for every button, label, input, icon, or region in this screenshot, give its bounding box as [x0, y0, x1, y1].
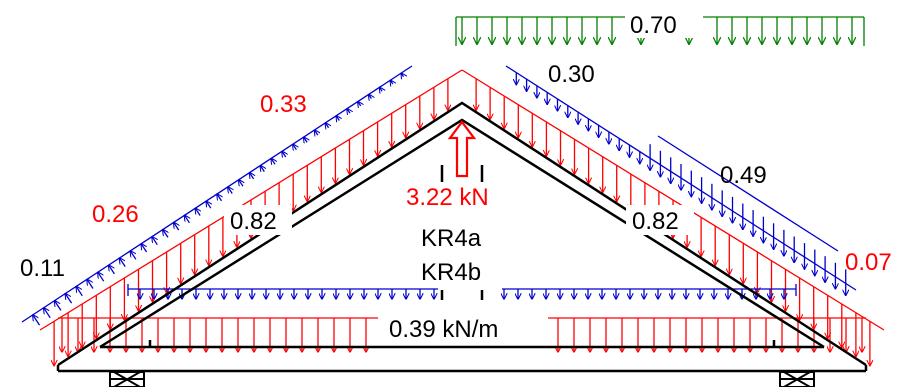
- wind-arrow-left: [282, 151, 286, 157]
- snow-load-label: 0.70: [630, 12, 677, 39]
- line-load-label: 0.39 kN/m: [389, 316, 498, 343]
- truss-frame: [56, 101, 868, 373]
- point-load-label: 3.22 kN: [406, 184, 489, 211]
- wind-arrow-left: [260, 166, 264, 172]
- wind-arrow-left: [130, 251, 137, 260]
- wind-arrow-left: [390, 80, 393, 84]
- wind-arrow-left: [358, 102, 361, 106]
- wind-baseline-right-outer: [657, 135, 839, 252]
- wind-arrow-left: [44, 308, 51, 319]
- wind-arrow-left: [228, 187, 232, 194]
- wind-arrow-left: [250, 173, 254, 179]
- wind-arrow-left: [293, 144, 297, 150]
- wind-arrow-left: [195, 208, 200, 216]
- truss-label-b: KR4b: [421, 259, 481, 286]
- wind-arrow-left: [347, 109, 350, 114]
- snow-load-arrows: [455, 16, 865, 46]
- support-left: [109, 371, 145, 387]
- truss-label-a: KR4a: [421, 225, 482, 252]
- wind-arrow-left: [87, 279, 94, 289]
- wind-arrow-left: [336, 116, 339, 121]
- dead-load-arrows: [39, 69, 885, 366]
- wind-arrow-left: [185, 215, 190, 224]
- wind-arrow-left: [76, 286, 83, 297]
- wind-arrow-left: [65, 294, 73, 304]
- member-label-left: 0.82: [230, 208, 277, 235]
- wind-arrow-left: [120, 258, 126, 267]
- wind-arrow-left: [271, 158, 275, 164]
- wind-arrow-left: [98, 272, 105, 282]
- wind-label-left-low: 0.11: [20, 255, 65, 282]
- wind-arrow-left: [163, 230, 168, 238]
- member-label-right: 0.82: [632, 208, 679, 235]
- wind-arrow-left: [380, 87, 383, 91]
- wind-arrow-left: [401, 73, 403, 77]
- wind-label-right-low: 0.07: [845, 249, 892, 276]
- wind-load-arrows: [21, 65, 857, 326]
- wind-arrow-left: [141, 244, 148, 253]
- inner-rafter: [99, 118, 825, 349]
- wind-arrow-left: [217, 194, 222, 202]
- top-chord: [57, 101, 867, 367]
- wind-arrow-left: [206, 201, 211, 209]
- wind-arrow-left: [239, 180, 243, 187]
- point-load-arrow: [447, 120, 477, 178]
- wind-arrow-left: [152, 237, 157, 246]
- support-right: [779, 371, 815, 387]
- wind-label-left-upper: 0.33: [260, 91, 307, 118]
- wind-arrow-left: [33, 315, 41, 326]
- label-backgrounds: [224, 10, 703, 344]
- wind-arrow-left: [55, 301, 62, 311]
- wind-arrow-left: [369, 94, 372, 98]
- wind-label-right-mid: 0.49: [720, 162, 767, 189]
- wind-label-right-upper: 0.30: [548, 61, 595, 88]
- wind-arrow-left: [174, 222, 179, 231]
- wind-arrow-left: [325, 123, 328, 128]
- wind-arrow-left: [304, 137, 307, 142]
- wind-arrow-left: [315, 130, 318, 135]
- wind-arrow-left: [109, 265, 115, 275]
- wind-label-left-mid: 0.26: [92, 201, 139, 228]
